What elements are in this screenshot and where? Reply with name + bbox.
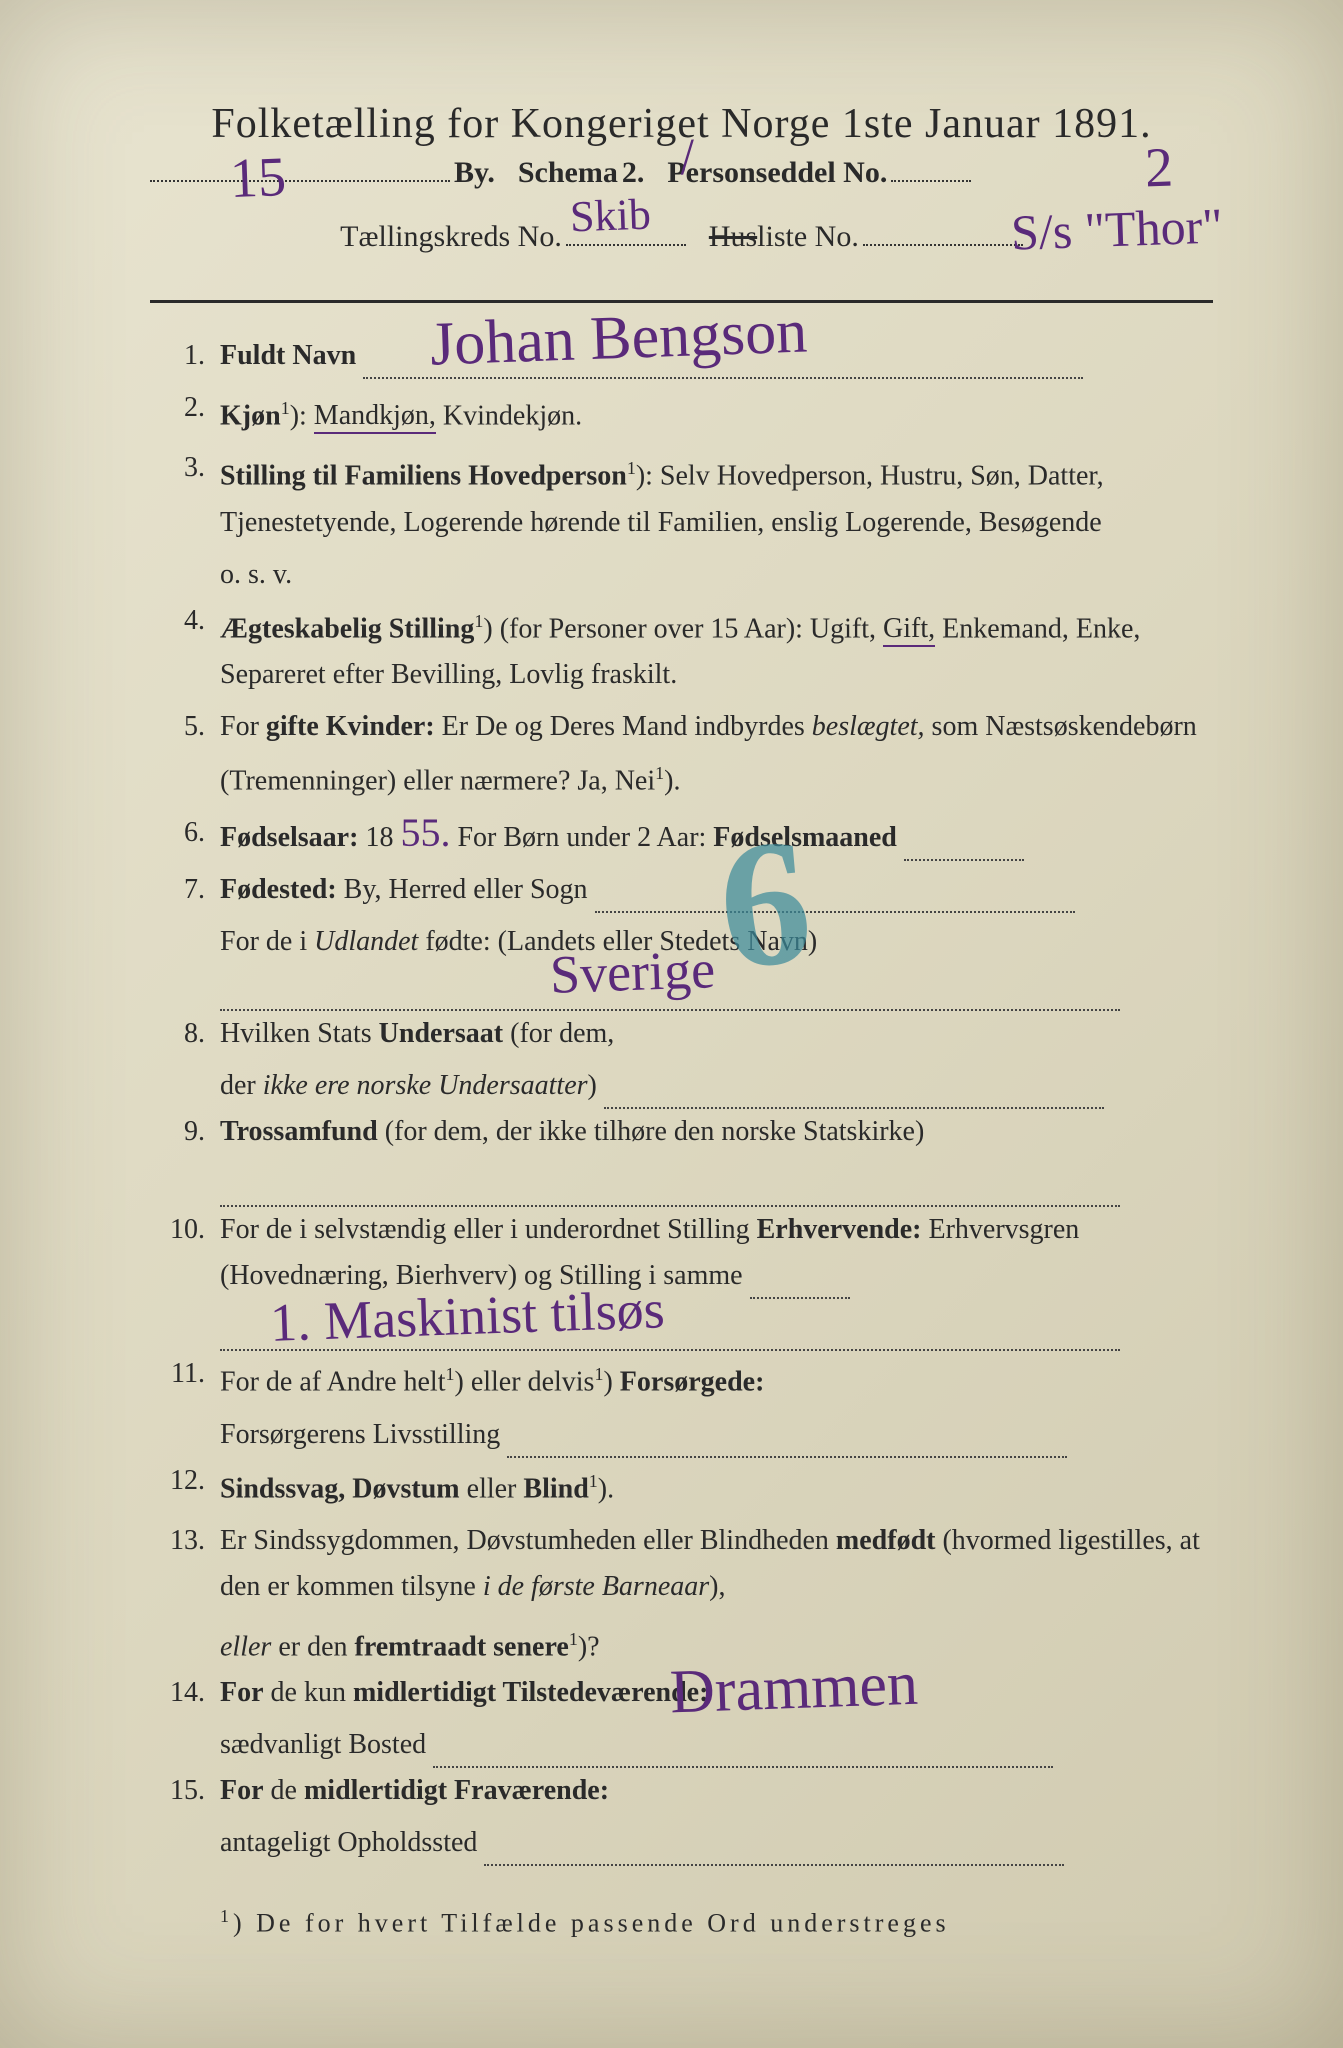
census-form-page: Folketælling for Kongeriget Norge 1ste J… bbox=[0, 0, 1343, 2048]
opt-male: Mandkjøn, bbox=[314, 400, 436, 434]
field-relation-osv: o. s. v. bbox=[150, 552, 1213, 598]
footnote: 1) De for hvert Tilfælde passende Ord un… bbox=[150, 1906, 1213, 1939]
field-usual-residence: sædvanligt Bosted bbox=[150, 1722, 1213, 1768]
field-religion: 9. Trossamfund (for dem, der ikke tilhør… bbox=[150, 1109, 1213, 1155]
field-citizenship: 8. Hvilken Stats Undersaat (for dem, bbox=[150, 1011, 1213, 1057]
kreds-row: Tællingskreds No. Skib Husliste No. S/s … bbox=[150, 220, 1213, 280]
opt-gift: Gift, bbox=[883, 613, 935, 647]
field-supported: 11. For de af Andre helt1) eller delvis1… bbox=[150, 1351, 1213, 1405]
kreds-label: Tællingskreds No. bbox=[340, 220, 562, 253]
field-disability-congenital: 13. Er Sindssygdommen, Døvstumheden elle… bbox=[150, 1518, 1213, 1610]
field-birthplace-abroad: For de i Udlandet fødte: (Landets eller … bbox=[150, 919, 1213, 965]
field-disability-later: eller er den fremtraadt senere1)? bbox=[150, 1616, 1213, 1670]
subtitle-row: 15 By. Schema / 2. Personseddel No. 2 bbox=[150, 156, 1213, 216]
hw-year: 55. bbox=[400, 810, 450, 855]
personseddel-label: Personseddel No. bbox=[667, 156, 887, 189]
field-birthplace: 7. Fødested: By, Herred eller Sogn bbox=[150, 867, 1213, 913]
field-temporary-present: 14. For de kun midlertidigt Tilstedevære… bbox=[150, 1670, 1213, 1716]
hus-strike: Hus bbox=[709, 220, 757, 253]
field-sex: 2. Kjøn1): Mandkjøn, Kvindekjøn. bbox=[150, 385, 1213, 439]
page-title: Folketælling for Kongeriget Norge 1ste J… bbox=[150, 100, 1213, 148]
field-citizenship-sub: der ikke ere norske Undersaatter) bbox=[150, 1063, 1213, 1109]
field-temporary-absent: 15. For de midlertidigt Fraværende: bbox=[150, 1768, 1213, 1814]
by-label: By. bbox=[454, 156, 495, 189]
field-probable-location: antageligt Opholdssted bbox=[150, 1820, 1213, 1866]
field-married-women: 5. For gifte Kvinder: Er De og Deres Man… bbox=[150, 704, 1213, 804]
field-name: 1. Fuldt Navn Johan Bengson bbox=[150, 333, 1213, 379]
divider bbox=[150, 300, 1213, 303]
schema-label: Schema bbox=[518, 156, 618, 189]
field-occupation: 10. For de i selvstændig eller i underor… bbox=[150, 1207, 1213, 1299]
field-supporter: Forsørgerens Livsstilling bbox=[150, 1412, 1213, 1458]
field-disability: 12. Sindssvag, Døvstum eller Blind1). bbox=[150, 1458, 1213, 1512]
opt-female: Kvindekjøn. bbox=[443, 400, 582, 431]
field-birthyear: 6. Fødselsaar: 18 55. For Børn under 2 A… bbox=[150, 810, 1213, 861]
field-relation: 3. Stilling til Familiens Hovedperson1):… bbox=[150, 445, 1213, 545]
schema-no: 2. bbox=[622, 156, 645, 189]
field-marital: 4. Ægteskabelig Stilling1) (for Personer… bbox=[150, 598, 1213, 698]
hw-15: 15 bbox=[229, 145, 287, 211]
